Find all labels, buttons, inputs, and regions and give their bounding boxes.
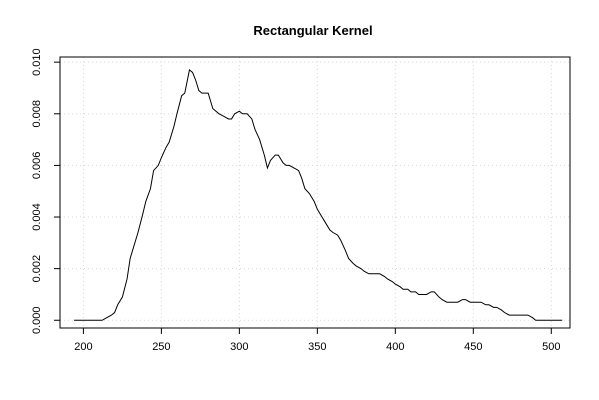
y-tick-label: 0.004 [31, 203, 43, 231]
x-tick-label: 400 [386, 341, 404, 353]
x-tick-label: 500 [542, 341, 560, 353]
density-curve [74, 68, 563, 321]
y-tick-label: 0.002 [31, 255, 43, 283]
x-tick-label: 450 [464, 341, 482, 353]
y-tick-label: 0.000 [31, 306, 43, 334]
x-axis: 200 250 300 350 400 450 500 [74, 328, 560, 353]
x-tick-label: 350 [308, 341, 326, 353]
grid [60, 57, 570, 328]
x-tick-label: 250 [152, 341, 170, 353]
x-tick-label: 300 [230, 341, 248, 353]
y-tick-label: 0.008 [31, 100, 43, 128]
y-tick-label: 0.006 [31, 152, 43, 180]
y-tick-label: 0.010 [31, 48, 43, 76]
x-tick-label: 200 [74, 341, 92, 353]
plot-frame [59, 56, 571, 329]
chart-title: Rectangular Kernel [253, 23, 372, 38]
y-axis: 0.000 0.002 0.004 0.006 0.008 0.010 [31, 48, 60, 334]
